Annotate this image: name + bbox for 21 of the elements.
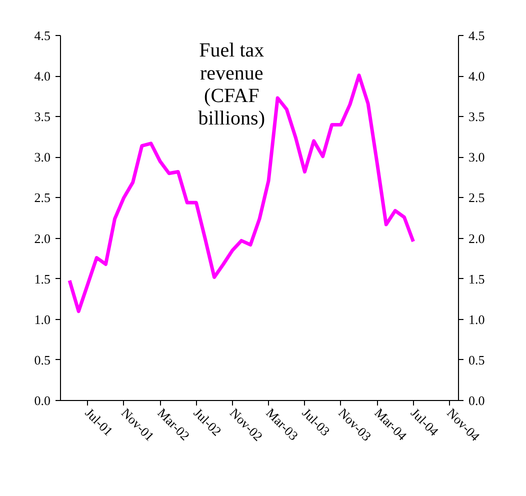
y2-tick-label: 4.0 [468,68,485,84]
y-tick-label: 1.0 [34,312,50,327]
y-tick-label: 2.5 [34,190,50,206]
y2-tick-label: 2.0 [468,230,485,246]
y2-tick-label: 0.5 [468,352,485,368]
y2-tick-label: 1.5 [468,271,485,286]
text: Fuel tax revenue (CFAF billions) [198,40,265,130]
y2-tick-label: 2.5 [468,190,485,206]
y-tick-label: 0.5 [34,352,50,368]
y2-tick-label: 4.5 [468,28,485,43]
y2-tick-label: 3.5 [468,109,485,124]
y-tick-label: 4.5 [34,28,50,43]
y-tick-label: 4.0 [34,68,50,84]
y-tick-label: 3.5 [34,109,50,124]
y2-tick-label: 0.0 [468,393,485,408]
y-tick-label: 0.0 [34,393,50,408]
y2-tick-label: 1.0 [468,312,485,327]
y-tick-label: 2.0 [34,230,50,246]
y-tick-label: 1.5 [34,271,50,286]
y2-tick-label: 3.0 [468,150,485,165]
y-tick-label: 3.0 [34,150,50,165]
